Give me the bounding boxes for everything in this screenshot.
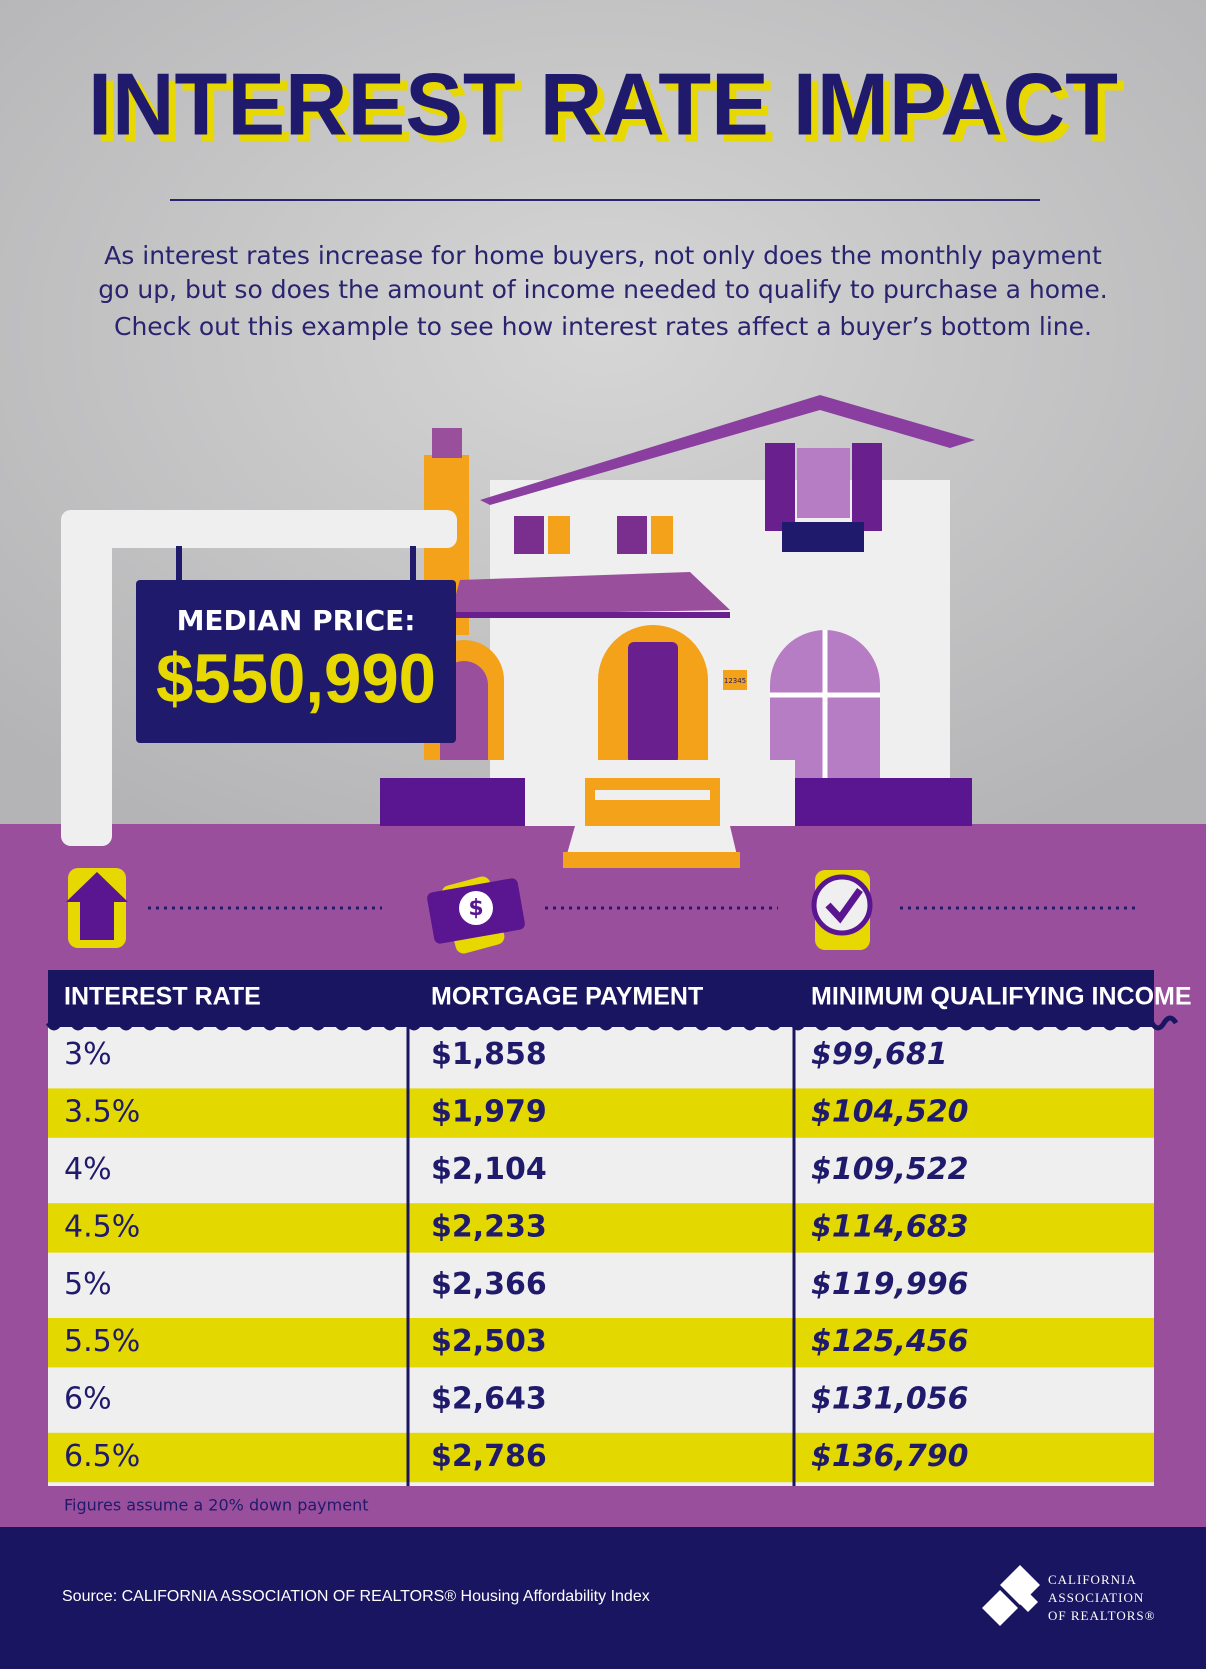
logo-text: CALIFORNIA ASSOCIATION OF REALTORS®: [1048, 1572, 1156, 1623]
table-cell: $131,056: [811, 1382, 969, 1417]
table-cell: 4.5%: [64, 1209, 140, 1244]
row-band: [48, 1088, 1154, 1138]
table-cell: $99,681: [811, 1037, 948, 1072]
table-cell: 4%: [64, 1152, 112, 1187]
table: INTEREST RATE MORTGAGE PAYMENT MINIMUM QUA…: [45, 970, 1192, 1486]
house: 12345: [380, 395, 975, 868]
sign-price: $550,990: [156, 639, 436, 717]
house-number: 12345: [724, 677, 746, 685]
sign: MEDIAN PRICE: $550,990: [61, 510, 457, 846]
table-cell: 6%: [64, 1382, 112, 1417]
table-cell: 3%: [64, 1037, 112, 1072]
table-cell: $2,786: [431, 1439, 547, 1474]
title-shadow: INTEREST RATE IMPACT: [95, 61, 1125, 160]
table-cell: $2,104: [431, 1152, 547, 1187]
intro-line: Check out this example to see how intere…: [114, 312, 1092, 341]
svg-text:$: $: [468, 896, 483, 921]
table-cell: 3.5%: [64, 1095, 140, 1130]
table-cell: $1,858: [431, 1037, 547, 1072]
source: Source: CALIFORNIA ASSOCIATION OF REALTO…: [62, 1588, 650, 1605]
table-cell: $125,456: [811, 1324, 969, 1359]
table-cell: $1,979: [431, 1095, 547, 1130]
row-band: [48, 1318, 1154, 1368]
intro-line: go up, but so does the amount of income …: [98, 275, 1108, 304]
table-cell: 6.5%: [64, 1439, 140, 1474]
table-cell: $114,683: [811, 1209, 969, 1244]
header-wave: [45, 1015, 1179, 1031]
table-cell: $2,233: [431, 1209, 547, 1244]
row-band: [48, 1203, 1154, 1253]
row-band: [48, 1432, 1154, 1483]
table-cell: $136,790: [811, 1439, 969, 1474]
table-cell: $119,996: [811, 1267, 969, 1302]
logo-line: CALIFORNIA: [1048, 1572, 1137, 1587]
table-cell: $104,520: [811, 1095, 969, 1130]
title: INTEREST RATE IMPACT: [88, 54, 1118, 153]
table-note: Figures assume a 20% down payment: [64, 1496, 368, 1515]
table-cell: $2,366: [431, 1267, 547, 1302]
table-cell: 5.5%: [64, 1324, 140, 1359]
table-cell: $109,522: [811, 1152, 969, 1187]
intro-line: As interest rates increase for home buye…: [104, 241, 1102, 270]
table-cell: $2,503: [431, 1324, 547, 1359]
logo-line: ASSOCIATION: [1048, 1590, 1144, 1605]
icons: $: [66, 868, 1135, 954]
column-header: MINIMUM QUALIFYING INCOME: [811, 983, 1192, 1011]
table-cell: 5%: [64, 1267, 112, 1302]
intro: As interest rates increase for home buye…: [98, 241, 1108, 341]
logo: [982, 1565, 1040, 1626]
column-header: MORTGAGE PAYMENT: [431, 983, 703, 1011]
sign-label: MEDIAN PRICE:: [177, 604, 416, 637]
logo-line: OF REALTORS®: [1048, 1608, 1156, 1623]
table-cell: $2,643: [431, 1382, 547, 1417]
column-header: INTEREST RATE: [64, 983, 261, 1011]
